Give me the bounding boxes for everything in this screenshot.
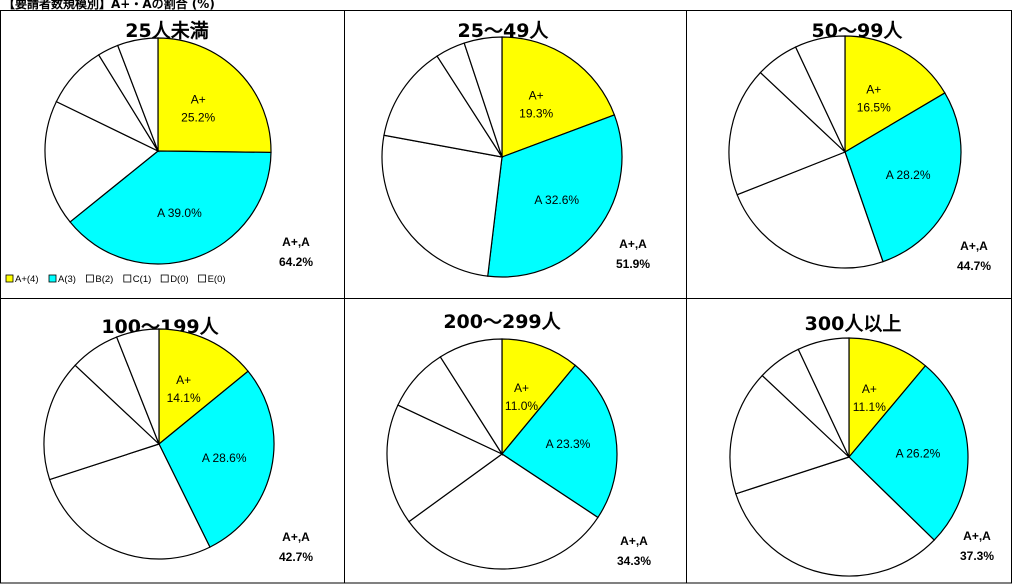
slice-label-value: 19.3% [519, 107, 553, 121]
chart-title: 25人未満 [125, 19, 208, 42]
legend-swatch [48, 274, 57, 283]
pie-slice-a [501, 364, 618, 519]
slice-label-name: A+ [529, 89, 544, 103]
summary-value: 44.7% [957, 259, 991, 273]
pie-slice-c [383, 55, 504, 158]
pie-slice-b [44, 100, 160, 223]
page-header: 【要請者数規模別】A+・Aの割合 (%) [3, 0, 215, 11]
pie-panel: 25人未満 A+ 25.2% A 39.0% A+,A 64.2% A+(4) A(3) B(2… [5, 19, 313, 285]
slice-label-value: 14.1% [167, 391, 201, 405]
summary-value: 51.9% [616, 257, 650, 271]
pie-slice-b [381, 134, 503, 277]
chart-title: 200～299人 [443, 311, 561, 333]
legend-swatch [5, 274, 14, 283]
chart-title: 300人以上 [805, 313, 902, 335]
chart-title: 25～49人 [458, 20, 550, 42]
pie-slice-c [729, 374, 851, 495]
slice-label: A 26.2% [896, 447, 941, 461]
pie-slice-e [463, 36, 503, 158]
pie-slice-e [115, 328, 160, 445]
summary-name: A+,A [960, 239, 988, 253]
panel-grid-lines [0, 10, 1012, 584]
pie-slice-c [728, 71, 847, 196]
pie-slice-b [48, 443, 211, 560]
slice-label-value: 11.1% [853, 400, 886, 414]
slice-label: A 28.6% [202, 451, 247, 465]
slice-label: A 28.2% [886, 168, 931, 182]
slice-label: A 39.0% [157, 206, 202, 220]
legend: A+(4) A(3) B(2) C(1) D(0) E(0) [5, 274, 226, 285]
legend-entry: E(0) [208, 274, 226, 285]
pie-slice-a-plus [501, 338, 577, 456]
pie-slice-b [736, 151, 884, 269]
legend-entry: A+(4) [15, 274, 39, 285]
summary-value: 37.3% [960, 549, 994, 563]
pie-slice-e [794, 35, 846, 153]
summary-value: 64.2% [279, 255, 313, 269]
pie-slice-b [408, 453, 599, 570]
slice-label-value: 25.2% [181, 110, 215, 124]
slice-label-name: A+ [514, 381, 529, 395]
summary-name: A+,A [620, 534, 648, 548]
pie-slice-c [386, 404, 504, 523]
pie-slice-b [735, 456, 936, 577]
summary-value: 42.7% [279, 550, 313, 564]
summary-name: A+,A [963, 529, 991, 543]
pie-slice-a-plus [848, 337, 927, 459]
pie-slice-a-plus [158, 328, 249, 446]
legend-entry: B(2) [95, 274, 113, 285]
legend-swatch [160, 274, 169, 283]
pie-panel: 25～49人 A+ 19.3% A 32.6% A+,A 51.9% [381, 20, 650, 278]
pie-slice-a [158, 370, 275, 548]
slice-label-name: A+ [866, 83, 881, 97]
pie-slice-a-plus [501, 36, 616, 158]
summary-name: A+,A [282, 530, 310, 544]
pie-panel: 300人以上 A+ 11.1% A 26.2% A+,A 37.3% [729, 313, 994, 577]
slice-label-name: A+ [191, 92, 206, 106]
slice-label-name: A+ [862, 382, 877, 396]
slice-label-name: A+ [176, 373, 191, 387]
pie-panel: 200～299人 A+ 11.0% A 23.3% A+,A 34.3% [386, 311, 651, 570]
pie-slice-e [116, 37, 159, 152]
pie-slice-e [797, 337, 850, 458]
legend-entry: A(3) [58, 274, 76, 285]
legend-entry: D(0) [170, 274, 188, 285]
pie-slice-a [844, 92, 962, 263]
legend-swatch [123, 274, 132, 283]
legend-entry: C(1) [133, 274, 151, 285]
legend-swatch [86, 274, 94, 283]
summary-name: A+,A [619, 237, 647, 251]
slice-label: A 23.3% [546, 437, 591, 451]
legend-swatch [198, 274, 207, 283]
slice-label: A 32.6% [534, 193, 579, 207]
slice-label-value: 11.0% [505, 399, 538, 413]
pie-slice-a [69, 150, 272, 265]
summary-name: A+,A [282, 235, 310, 249]
pie-slice-a-plus [157, 37, 272, 154]
pie-slice-c [43, 364, 161, 481]
summary-value: 34.3% [617, 554, 651, 568]
pie-slice-a [487, 114, 623, 278]
pie-slice-e [439, 338, 503, 457]
pie-slice-a-plus [844, 35, 946, 154]
pie-slice-a [848, 364, 969, 541]
slice-label-value: 16.5% [857, 101, 891, 115]
